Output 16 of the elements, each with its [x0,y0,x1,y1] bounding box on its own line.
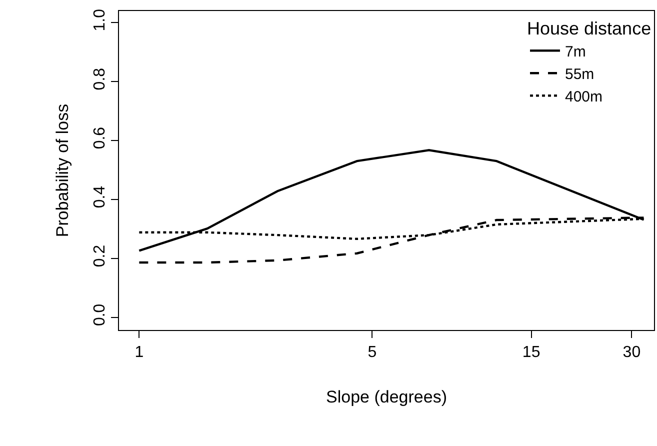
legend-title: House distance [527,18,652,38]
y-tick-label: 0.2 [92,244,109,268]
x-tick-label: 15 [522,344,540,362]
x-tick-label: 1 [134,344,144,362]
y-tick-label: 1.0 [92,8,109,32]
legend-label: 400m [565,88,603,106]
legend-label: 7m [565,44,586,60]
y-tick-label: 0.8 [92,68,109,90]
y-tick-label: 0.6 [92,126,109,150]
x-axis-title: Slope (degrees) [326,388,447,407]
x-tick-label: 5 [368,344,377,362]
y-tick-label: 0.0 [92,304,109,326]
y-axis-title: Probability of loss [53,104,72,238]
y-tick-label: 0.4 [92,186,109,208]
legend-label: 55m [565,66,594,83]
x-tick-label: 30 [622,344,641,362]
